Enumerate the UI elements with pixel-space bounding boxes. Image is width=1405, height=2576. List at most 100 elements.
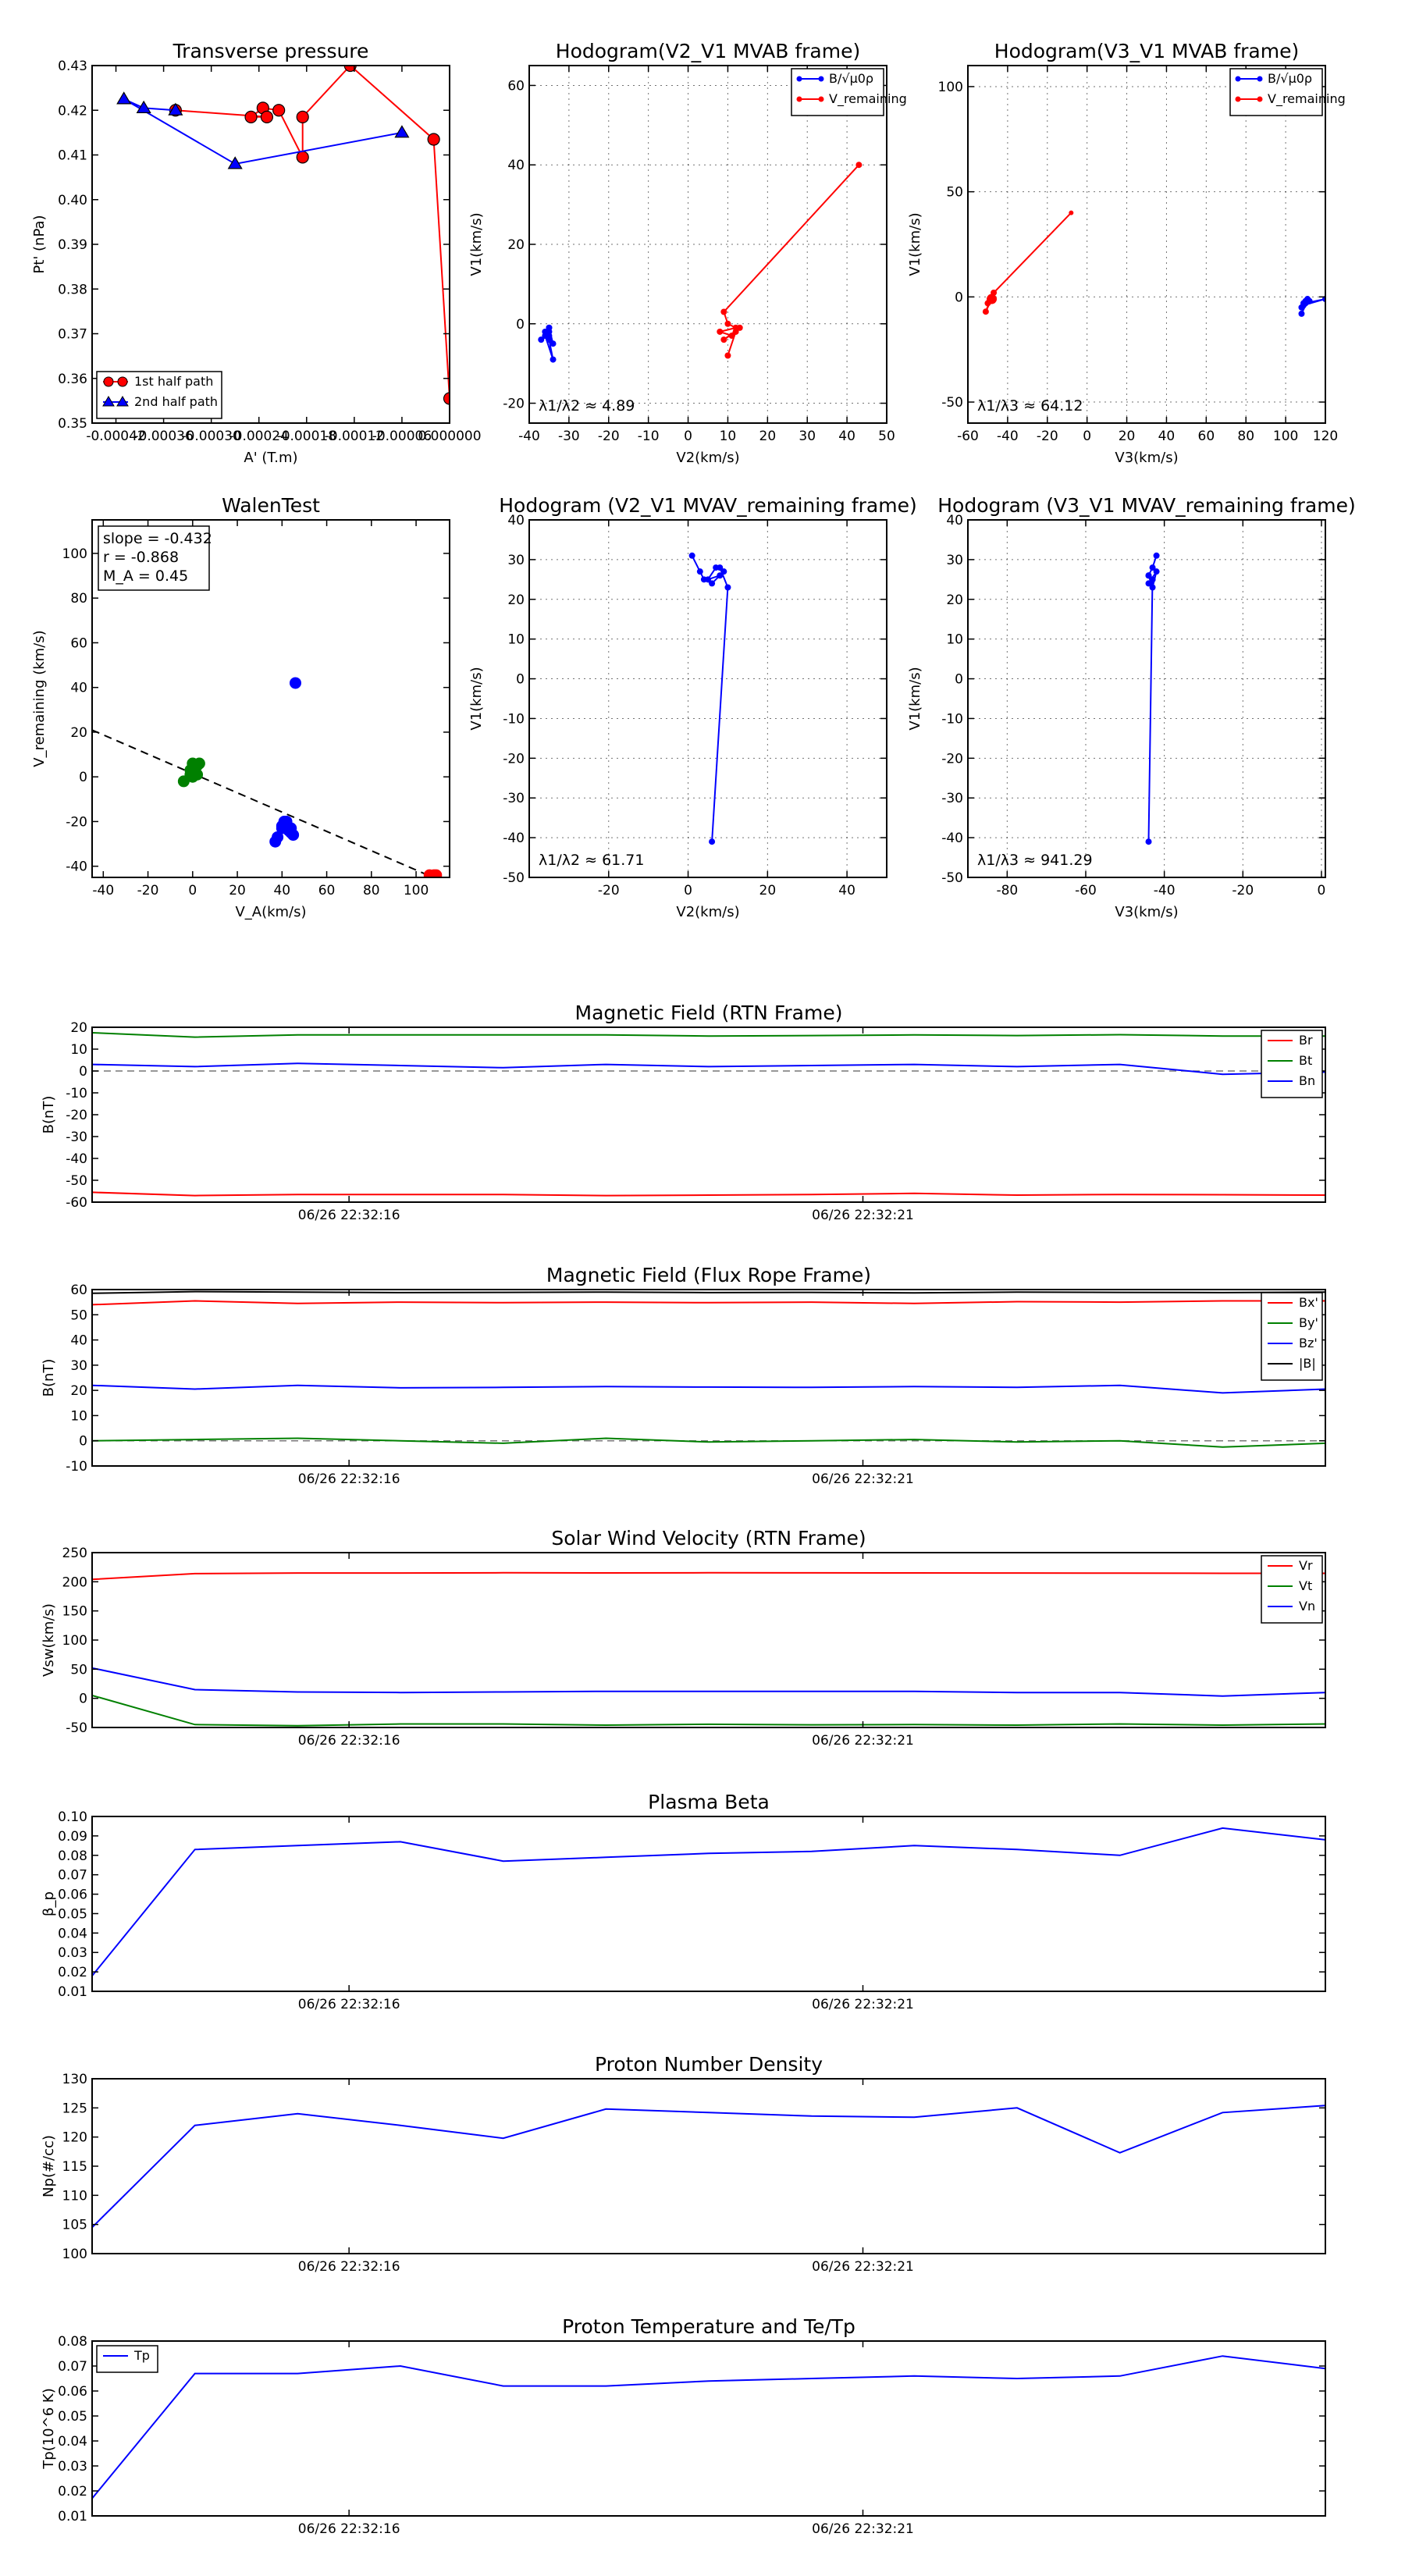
chart-p1: -0.00042-0.00036-0.00030-0.00024-0.00018… <box>31 40 482 466</box>
series-line-1 <box>92 1191 1325 1197</box>
data-point <box>717 572 724 579</box>
data-point <box>1145 572 1152 579</box>
x-tick-label: 06/26 22:32:16 <box>298 1733 400 1749</box>
chart-p7: 06/26 22:32:16 06/26 22:32:21 -60 -50 -40 -30… <box>41 1002 1326 1223</box>
chart-title: Hodogram(V2_V1 MVAB frame) <box>556 40 860 62</box>
plot-area <box>92 1816 1325 1991</box>
y-tick-label: -40 <box>66 1151 87 1167</box>
chart-p3: -60 -40 -20 0 20 40 60 80 100 120 -50 0 50 100 Hodogra… <box>907 40 1346 466</box>
y-tick-label: 50 <box>946 185 963 201</box>
y-tick-label: 20 <box>70 1020 87 1036</box>
x-tick-label: 06/26 22:32:16 <box>298 1471 400 1487</box>
y-tick-label: 0.41 <box>58 148 87 164</box>
x-tick-label: 20 <box>1119 429 1136 444</box>
chart-p5: -20 0 20 40-50-40-30-20-10010203040Hodogram… <box>468 494 917 920</box>
data-point <box>1298 310 1305 317</box>
y-tick-label: 60 <box>70 635 87 651</box>
plot-area <box>529 520 887 877</box>
y-tick-label: 0.40 <box>58 193 87 208</box>
legend-label: Tp <box>133 2348 150 2363</box>
x-tick-label: 100 <box>1273 429 1298 444</box>
y-tick-label: 0.36 <box>58 372 87 387</box>
y-tick-label: -50 <box>503 870 525 886</box>
y-tick-label: 100 <box>938 80 963 95</box>
x-tick-label: 60 <box>1198 429 1215 444</box>
x-tick-label: 60 <box>318 883 336 898</box>
y-tick-label: 10 <box>507 632 525 648</box>
x-tick-label: 0 <box>1083 429 1091 444</box>
series-line-1 <box>175 66 450 399</box>
y-tick-label: -20 <box>941 751 963 767</box>
y-tick-label: -30 <box>66 1130 87 1145</box>
x-tick-label: -0.00030 <box>181 429 240 444</box>
x-tick-label: 80 <box>1237 429 1254 444</box>
x-tick-label: -30 <box>558 429 580 444</box>
y-tick-label: 0.38 <box>58 282 87 297</box>
y-tick-label: -10 <box>66 1086 87 1101</box>
data-point <box>709 838 716 845</box>
plot-area <box>92 1027 1325 1202</box>
plot-area <box>92 1553 1325 1727</box>
y-tick-label: -20 <box>66 814 87 830</box>
x-tick-label: 100 <box>404 883 429 898</box>
plot-area <box>968 66 1325 423</box>
x-tick-label: 20 <box>759 883 777 898</box>
x-tick-label: 06/26 22:32:16 <box>298 2259 400 2275</box>
x-tick-label: 06/26 22:32:21 <box>812 1733 914 1749</box>
y-axis-label: β_p <box>41 1891 57 1916</box>
y-tick-label: 0.08 <box>58 2334 87 2350</box>
y-tick-label: 0.04 <box>58 1926 87 1941</box>
legend-marker <box>818 96 824 102</box>
axes-frame <box>91 519 450 878</box>
data-point <box>855 162 863 169</box>
y-tick-label: -50 <box>941 395 963 411</box>
x-tick-label: -60 <box>1075 883 1097 898</box>
y-axis-label: Pt' (nPa) <box>31 215 48 273</box>
y-tick-label: 50 <box>70 1308 87 1323</box>
y-tick-label: 0 <box>79 1434 87 1450</box>
axes-frame <box>528 519 887 878</box>
start-point <box>987 294 998 304</box>
data-point <box>720 336 727 343</box>
y-tick-label: 130 <box>62 2072 87 2087</box>
chart-title: Plasma Beta <box>648 1791 770 1813</box>
x-tick-label: 50 <box>878 429 895 444</box>
y-tick-label: -20 <box>503 751 525 767</box>
data-point <box>260 110 274 123</box>
y-tick-label: 20 <box>507 592 525 608</box>
data-point <box>430 869 443 877</box>
data-point <box>982 308 989 315</box>
legend-box <box>1261 1030 1323 1098</box>
y-axis-label: Np(#/cc) <box>41 2135 57 2197</box>
axes-frame <box>967 519 1326 878</box>
data-point <box>538 336 545 343</box>
x-tick-label: -0.00024 <box>229 429 289 444</box>
data-point <box>550 340 557 347</box>
legend-label: B/√μ0ρ <box>829 71 873 86</box>
y-tick-label: -20 <box>66 1108 87 1123</box>
y-axis-label: B(nT) <box>41 1359 57 1397</box>
y-tick-label: 0.35 <box>58 416 87 432</box>
y-axis-label: V1(km/s) <box>907 212 923 276</box>
data-point <box>343 66 357 73</box>
x-tick-label: 40 <box>838 883 855 898</box>
y-tick-label: -40 <box>503 831 525 846</box>
data-point <box>696 568 703 575</box>
data-point <box>717 328 724 335</box>
x-tick-label: 06/26 22:32:21 <box>812 1997 914 2012</box>
legend-box <box>96 2345 158 2373</box>
chart-p10: 06/26 22:32:16 06/26 22:32:21 0.01 0.02 0.03… <box>41 1791 1326 2012</box>
legend-marker <box>796 76 802 82</box>
y-tick-label: 40 <box>507 513 525 528</box>
y-tick-label: -30 <box>941 791 963 806</box>
x-tick-label: 20 <box>759 429 777 444</box>
x-tick-label: -0.00018 <box>277 429 336 444</box>
chart-p9: 06/26 22:32:16 06/26 22:32:21 -50 0 50 100 150… <box>41 1527 1326 1749</box>
data-point <box>728 333 735 340</box>
y-tick-label: 20 <box>70 725 87 741</box>
y-tick-label: 0 <box>79 1692 87 1707</box>
x-tick-label: 0 <box>684 429 692 444</box>
legend-label: Bt <box>1299 1053 1312 1068</box>
data-point <box>1069 210 1074 215</box>
y-tick-label: 0.01 <box>58 1984 87 2000</box>
